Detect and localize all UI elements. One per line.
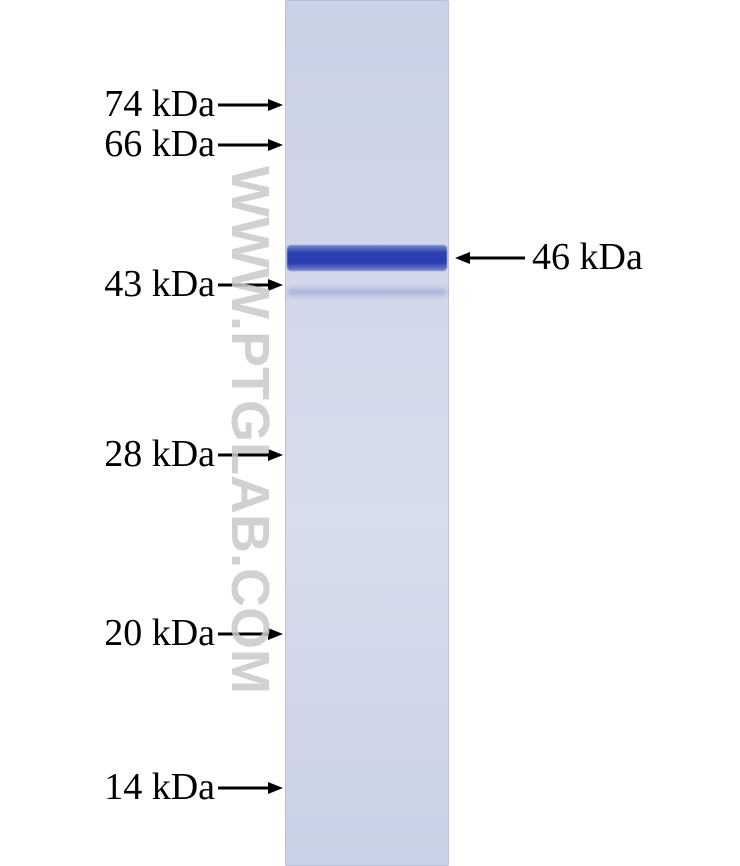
ladder-marker-arrow (218, 273, 283, 297)
ladder-marker-label: 28 kDa (104, 432, 215, 476)
observed-band (287, 245, 447, 271)
gel-lane (285, 0, 449, 866)
watermark-text: WWW.PTGLAB.COM (210, 80, 290, 780)
observed-band-arrow (455, 246, 525, 270)
ladder-marker-label: 20 kDa (104, 611, 215, 655)
ladder-marker-arrow (218, 622, 283, 646)
faint-band (287, 288, 447, 296)
ladder-marker-label: 74 kDa (104, 82, 215, 126)
ladder-marker-arrow (218, 443, 283, 467)
ladder-marker-arrow (218, 776, 283, 800)
ladder-marker-label: 14 kDa (104, 765, 215, 809)
observed-band-label: 46 kDa (532, 235, 643, 279)
ladder-marker-label: 43 kDa (104, 262, 215, 306)
ladder-marker-arrow (218, 133, 283, 157)
ladder-marker-label: 66 kDa (104, 122, 215, 166)
ladder-marker-arrow (218, 93, 283, 117)
